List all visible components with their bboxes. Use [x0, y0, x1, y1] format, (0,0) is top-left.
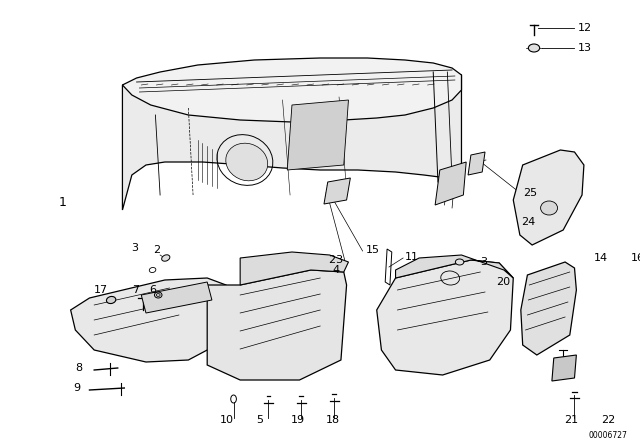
- Text: 12: 12: [579, 23, 593, 33]
- Text: 13: 13: [579, 43, 592, 53]
- Text: 17: 17: [94, 285, 108, 295]
- Text: 6: 6: [149, 285, 156, 295]
- Polygon shape: [122, 58, 461, 122]
- Text: 18: 18: [326, 415, 340, 425]
- Polygon shape: [122, 72, 461, 210]
- Text: 23: 23: [329, 255, 347, 265]
- Text: 3: 3: [131, 243, 138, 253]
- Polygon shape: [207, 270, 347, 380]
- Text: 9: 9: [74, 383, 81, 393]
- Text: 4: 4: [332, 265, 340, 275]
- Text: 22: 22: [601, 415, 615, 425]
- Text: 25: 25: [523, 188, 537, 198]
- Polygon shape: [324, 178, 350, 204]
- Text: 5: 5: [256, 415, 263, 425]
- Text: 00006727: 00006727: [589, 431, 627, 439]
- Polygon shape: [70, 278, 231, 362]
- Text: 1: 1: [59, 195, 67, 208]
- Polygon shape: [513, 150, 584, 245]
- Ellipse shape: [156, 293, 160, 297]
- Polygon shape: [396, 255, 513, 278]
- Text: 15: 15: [365, 245, 380, 255]
- Polygon shape: [435, 162, 466, 205]
- Polygon shape: [141, 282, 212, 313]
- Text: 2: 2: [154, 245, 161, 255]
- Text: 11: 11: [405, 252, 419, 262]
- Ellipse shape: [541, 201, 557, 215]
- Ellipse shape: [529, 44, 540, 52]
- Ellipse shape: [226, 143, 268, 181]
- Ellipse shape: [455, 259, 464, 265]
- Text: 14: 14: [593, 253, 607, 263]
- Ellipse shape: [106, 297, 116, 304]
- Polygon shape: [552, 355, 577, 381]
- Text: 7: 7: [132, 285, 139, 295]
- Polygon shape: [240, 252, 348, 285]
- Text: 19: 19: [291, 415, 305, 425]
- Text: 10: 10: [220, 415, 234, 425]
- Text: 24: 24: [521, 217, 535, 227]
- Ellipse shape: [162, 255, 170, 261]
- Text: 8: 8: [76, 363, 83, 373]
- Polygon shape: [521, 262, 577, 355]
- Text: 16: 16: [631, 253, 640, 263]
- Polygon shape: [468, 152, 485, 175]
- Text: 20: 20: [497, 277, 511, 287]
- Polygon shape: [377, 260, 513, 375]
- Text: 3: 3: [480, 257, 487, 267]
- Polygon shape: [287, 100, 348, 170]
- Text: 21: 21: [564, 415, 579, 425]
